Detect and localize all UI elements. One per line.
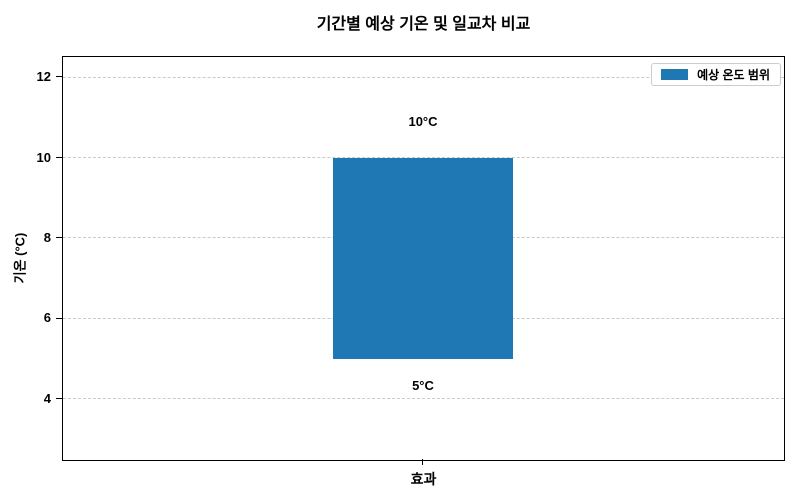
y-tick-label: 12 (36, 69, 51, 85)
y-tick-label: 6 (43, 310, 51, 326)
temperature-range-bar (333, 157, 513, 359)
chart-title: 기간별 예상 기온 및 일교차 비교 (316, 16, 531, 33)
y-axis-tick (55, 156, 62, 158)
bar-max-value-label: 10°C (408, 113, 438, 129)
bar-min-value-label: 5°C (412, 377, 434, 393)
y-axis-tick (55, 317, 62, 319)
x-axis-tick (422, 459, 424, 465)
y-axis-tick (55, 397, 62, 399)
gridline (63, 398, 784, 400)
y-tick-label: 8 (43, 229, 51, 245)
legend: 예상 온도 범위 (651, 63, 781, 86)
legend-swatch-icon (661, 69, 689, 80)
y-axis-tick (55, 237, 62, 239)
y-tick-label: 10 (36, 149, 51, 165)
legend-label: 예상 온도 범위 (697, 68, 770, 82)
plot-area: 10°C 5°C 효과 예상 온도 범위 4 6 8 10 12 (37, 56, 785, 487)
y-tick-label: 4 (43, 390, 51, 406)
gridline (63, 76, 784, 78)
y-axis-tick (55, 76, 62, 78)
x-category-label: 효과 (410, 471, 437, 487)
